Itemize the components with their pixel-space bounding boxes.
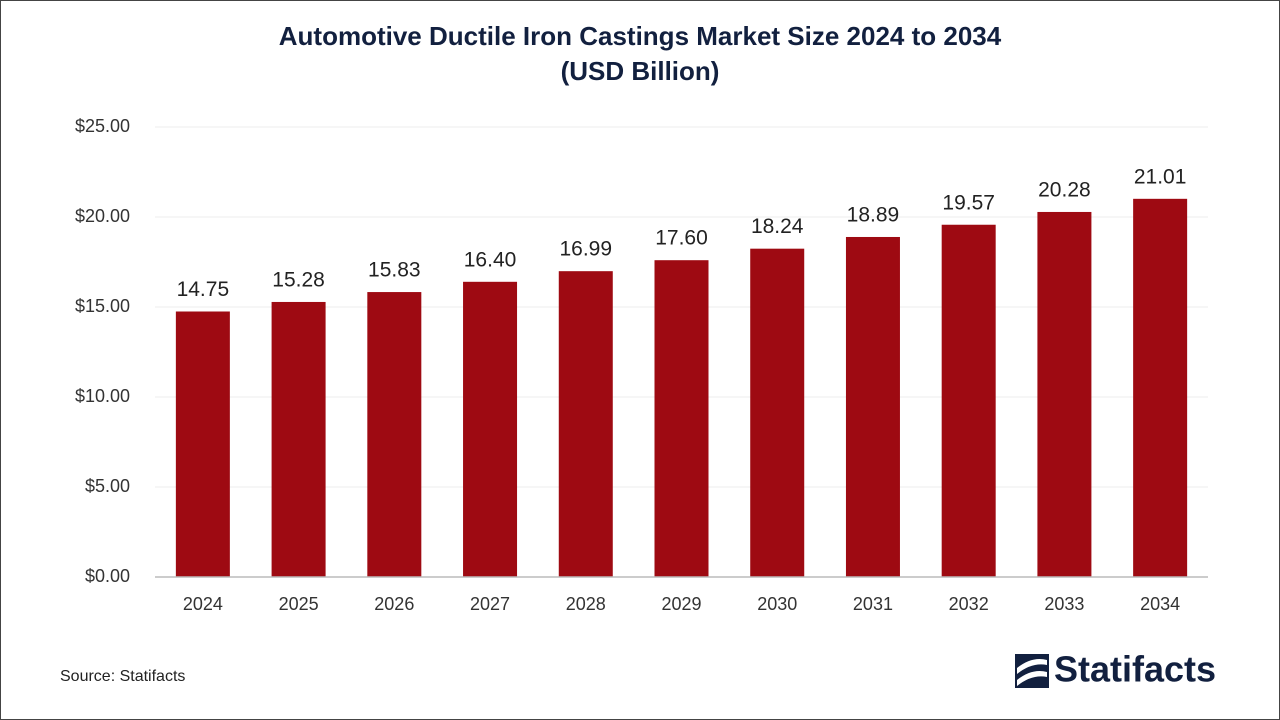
value-label: 19.57 — [942, 191, 995, 214]
value-label: 17.60 — [655, 227, 708, 250]
x-tick-label: 2033 — [1044, 594, 1084, 614]
y-tick-label: $5.00 — [85, 476, 130, 496]
value-label: 15.83 — [368, 259, 421, 282]
x-tick-label: 2029 — [661, 594, 701, 614]
bar — [175, 311, 230, 577]
x-tick-label: 2024 — [183, 594, 223, 614]
x-tick-label: 2025 — [279, 594, 319, 614]
x-tick-label: 2031 — [853, 594, 893, 614]
y-tick-label: $25.00 — [75, 116, 130, 136]
logo-icon — [1015, 654, 1049, 688]
bar — [558, 271, 613, 577]
y-tick-label: $10.00 — [75, 386, 130, 406]
value-label: 16.40 — [464, 248, 517, 271]
bar — [845, 236, 900, 578]
x-tick-label: 2026 — [374, 594, 414, 614]
bar — [367, 292, 422, 577]
source: Source: Statifacts — [60, 668, 185, 685]
value-label: 15.28 — [272, 269, 325, 292]
x-tick-label: 2027 — [470, 594, 510, 614]
bar — [1133, 198, 1188, 577]
chart-title: Automotive Ductile Iron Castings Market … — [279, 21, 1002, 51]
value-label: 14.75 — [177, 278, 230, 301]
x-tick-label: 2030 — [757, 594, 797, 614]
bar — [750, 248, 805, 577]
value-label: 18.89 — [847, 204, 900, 227]
bar — [271, 301, 326, 577]
bar — [941, 224, 996, 578]
value-label: 20.28 — [1038, 179, 1091, 202]
x-tick-label: 2034 — [1140, 594, 1180, 614]
value-label: 21.01 — [1134, 165, 1187, 188]
brand: Statifacts — [1054, 649, 1216, 690]
y-tick-label: $20.00 — [75, 206, 130, 226]
bar — [1037, 211, 1092, 577]
chart-subtitle: (USD Billion) — [561, 56, 720, 86]
bar — [654, 260, 709, 577]
y-tick-label: $0.00 — [85, 566, 130, 586]
x-tick-label: 2032 — [949, 594, 989, 614]
y-tick-label: $15.00 — [75, 296, 130, 316]
bar — [463, 281, 518, 577]
value-label: 16.99 — [559, 238, 612, 261]
x-tick-label: 2028 — [566, 594, 606, 614]
value-label: 18.24 — [751, 215, 804, 238]
